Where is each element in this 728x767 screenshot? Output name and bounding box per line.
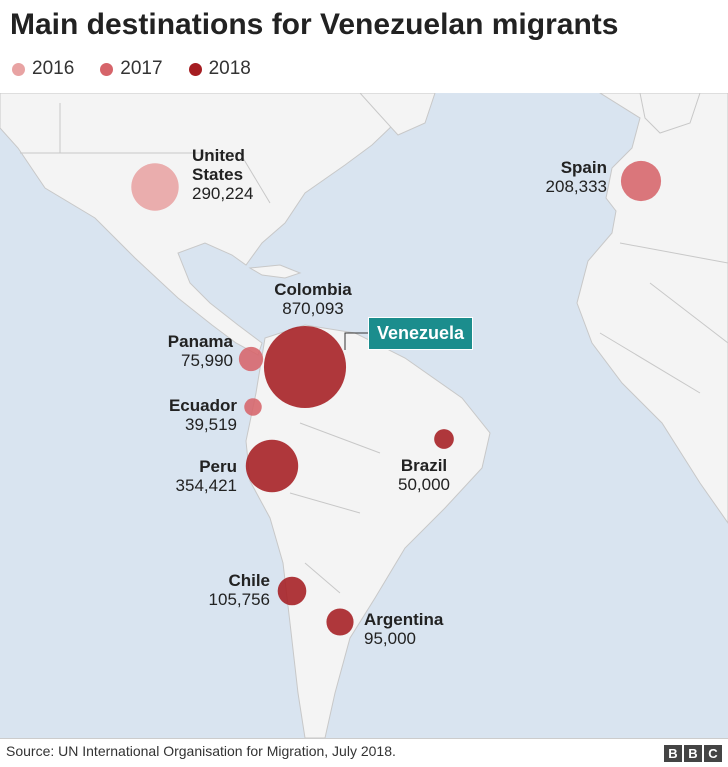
bubble bbox=[263, 325, 347, 409]
destination-label: Peru 354,421 bbox=[176, 457, 237, 495]
bubble bbox=[238, 346, 264, 372]
bubble bbox=[245, 439, 299, 493]
destination-name: Spain bbox=[560, 158, 607, 177]
map bbox=[0, 93, 728, 738]
title: Main destinations for Venezuelan migrant… bbox=[10, 8, 619, 41]
destination-name: Peru bbox=[199, 457, 237, 476]
logo-letter: B bbox=[684, 745, 702, 762]
destination-value: 208,333 bbox=[545, 177, 607, 196]
bubble bbox=[326, 608, 354, 636]
bubble bbox=[131, 163, 179, 211]
destination-label: Brazil 50,000 bbox=[398, 456, 450, 494]
destination-label: Argentina 95,000 bbox=[364, 610, 443, 648]
destination-value: 95,000 bbox=[364, 629, 416, 648]
origin-label: Venezuela bbox=[368, 317, 474, 350]
legend-label: 2016 bbox=[32, 58, 75, 79]
destination-value: 870,093 bbox=[282, 299, 344, 318]
destination-name: Argentina bbox=[364, 610, 444, 629]
destination-name: Ecuador bbox=[168, 396, 237, 415]
bubble bbox=[434, 429, 454, 449]
logo-letter: B bbox=[664, 745, 682, 762]
destination-value: 105,756 bbox=[208, 590, 270, 609]
legend-label: 2017 bbox=[120, 58, 163, 79]
legend-swatch bbox=[12, 62, 25, 76]
logo-letter: C bbox=[704, 745, 722, 762]
legend-item: 2016 bbox=[12, 58, 74, 80]
destination-label: Chile 105,756 bbox=[209, 571, 270, 609]
destination-value: 290,224 bbox=[192, 184, 254, 203]
destination-label: Panama 75,990 bbox=[168, 332, 233, 370]
source: Source: UN International Organisation fo… bbox=[6, 743, 396, 759]
destination-value: 50,000 bbox=[398, 475, 450, 494]
legend-item: 2017 bbox=[100, 58, 163, 80]
destination-label: Spain 208,333 bbox=[546, 158, 607, 196]
bubbles bbox=[131, 160, 662, 636]
destination-label: Ecuador 39,519 bbox=[169, 396, 237, 434]
legend-swatch bbox=[188, 62, 202, 76]
destination-value: 354,421 bbox=[175, 476, 237, 495]
bubble bbox=[277, 576, 307, 606]
destination-name: Brazil bbox=[400, 456, 448, 475]
destination-name: United States bbox=[192, 146, 245, 184]
bubble bbox=[244, 398, 262, 416]
destination-name: Chile bbox=[228, 571, 270, 590]
destination-name: Panama bbox=[167, 332, 233, 351]
legend-item: 2018 bbox=[188, 58, 251, 80]
destination-label: United States 290,224 bbox=[192, 146, 262, 203]
connector bbox=[344, 332, 368, 350]
destination-value: 75,990 bbox=[181, 351, 233, 370]
destination-label: Colombia 870,093 bbox=[274, 280, 351, 318]
legend: 2016 2017 2018 bbox=[12, 58, 251, 80]
legend-swatch bbox=[100, 62, 114, 76]
destination-value: 39,519 bbox=[185, 415, 237, 434]
destination-name: Colombia bbox=[274, 280, 352, 299]
bubble bbox=[620, 160, 662, 202]
legend-label: 2018 bbox=[208, 58, 251, 79]
land bbox=[0, 93, 728, 738]
divider bbox=[0, 738, 728, 739]
